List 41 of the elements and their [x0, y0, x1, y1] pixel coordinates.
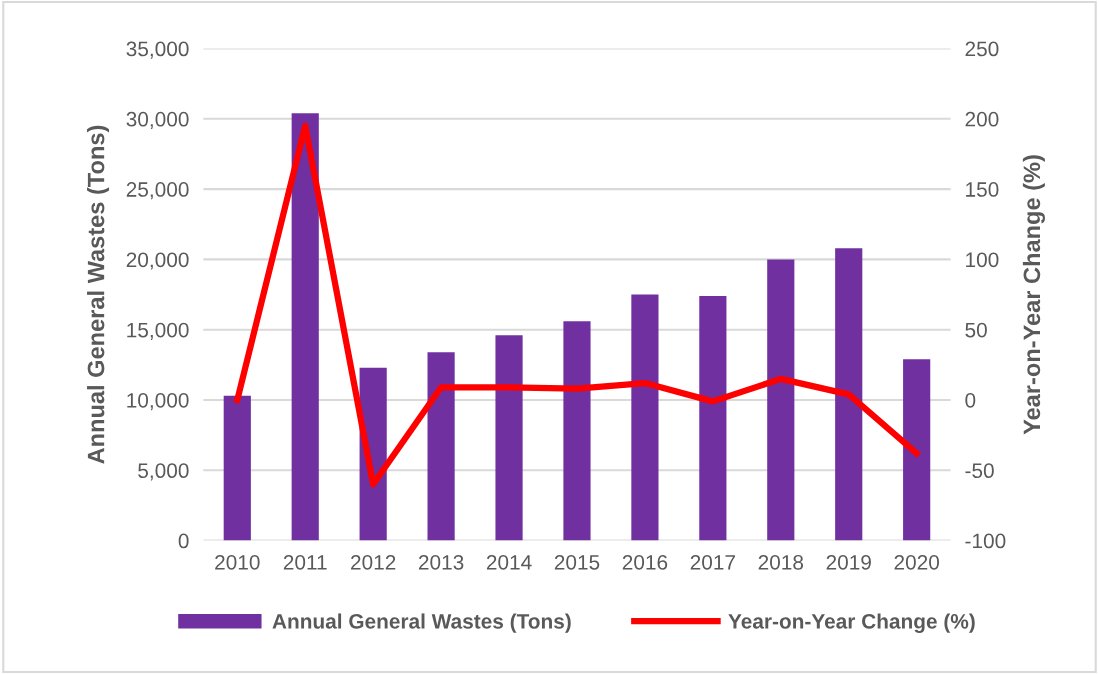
- x-tick-label: 2015: [554, 554, 600, 570]
- bar: [223, 395, 251, 541]
- y2-tick-label: 150: [966, 182, 999, 197]
- bar: [631, 294, 659, 541]
- bar: [903, 359, 931, 541]
- y2-tick-label: 0: [965, 392, 976, 408]
- bar: [563, 321, 591, 541]
- y2-tick-label: 250: [965, 41, 999, 57]
- bar: [291, 113, 319, 541]
- x-tick-label: 2013: [418, 554, 464, 570]
- y2-axis-title: Year-on-Year Change (%): [1022, 155, 1045, 435]
- y-tick-label: 35,000: [126, 41, 189, 59]
- y-tick-label: 25,000: [126, 182, 189, 200]
- y-tick-label: 10,000: [127, 392, 189, 411]
- y-tick-label: 30,000: [126, 111, 189, 130]
- x-tick-label: 2011: [283, 554, 327, 570]
- bar: [427, 352, 455, 541]
- legend-label: Annual General Wastes (Tons): [272, 613, 571, 633]
- x-tick-label: 2016: [622, 554, 668, 570]
- bar: [767, 259, 795, 541]
- y2-tick-label: 100: [966, 252, 999, 268]
- y-tick-label: 5,000: [138, 463, 189, 481]
- legend-label: Year-on-Year Change (%): [728, 613, 975, 633]
- y-tick-label: 20,000: [126, 252, 189, 270]
- y2-tick-label: 50: [965, 322, 987, 338]
- x-tick-label: 2017: [690, 554, 735, 570]
- x-tick-label: 2020: [894, 554, 940, 570]
- x-tick-label: 2012: [351, 554, 396, 570]
- y-tick-label: 0: [178, 533, 189, 549]
- x-tick-label: 2019: [826, 554, 871, 570]
- y-tick-label: 15,000: [127, 322, 189, 340]
- y2-tick-label: 200: [965, 111, 999, 127]
- x-tick-label: 2014: [486, 554, 532, 570]
- x-tick-label: 2010: [215, 554, 260, 570]
- bar: [699, 295, 727, 541]
- x-tick-label: 2018: [758, 554, 804, 570]
- y2-tick-label: -100: [965, 533, 1006, 549]
- y2-tick-label: -50: [965, 463, 994, 479]
- bar: [495, 335, 523, 541]
- bar: [835, 248, 863, 541]
- y-axis-title: Annual General Wastes (Tons): [87, 125, 110, 464]
